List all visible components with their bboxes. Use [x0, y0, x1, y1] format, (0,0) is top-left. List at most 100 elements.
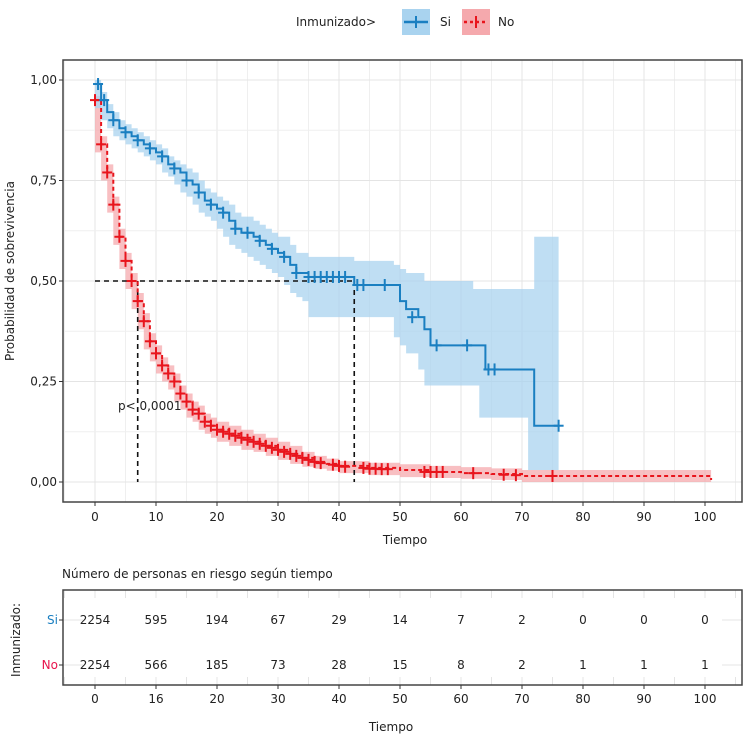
risk-table-x-label: Tiempo [368, 720, 413, 734]
y-tick-label: 1,00 [30, 73, 57, 87]
censor-mark-no [291, 449, 302, 462]
censor-mark-si [218, 206, 229, 219]
x-tick-label: 80 [575, 510, 590, 524]
censor-mark-no [181, 395, 192, 408]
censor-mark-no [187, 403, 198, 416]
risk-cell-si: 67 [270, 613, 285, 627]
censor-mark-no [248, 435, 259, 448]
censor-mark-no [102, 166, 113, 179]
risk-cell-no: 8 [457, 658, 465, 672]
censor-mark-si [379, 279, 390, 292]
risk-table-border [62, 589, 743, 686]
risk-cell-si: 14 [392, 613, 407, 627]
x-tick-label: 60 [453, 510, 468, 524]
risk-cell-no: 566 [145, 658, 168, 672]
censor-mark-no [212, 423, 222, 436]
x-tick-label: 100 [694, 510, 717, 524]
legend: Inmunizado> Si No [296, 9, 514, 35]
censor-mark-no [547, 469, 558, 482]
main-plot: 0 10 20 30 40 50 60 70 80 90 100 0,00 0,25 0,50 0,75 1… [3, 59, 743, 547]
censor-mark-no [285, 447, 296, 460]
y-tick-label: 0,25 [30, 375, 57, 389]
risk-table-grid [63, 590, 742, 685]
censor-mark-si [120, 126, 131, 139]
risk-x-tick-label: 50 [392, 692, 407, 706]
censor-mark-si [132, 134, 143, 147]
censor-mark-no [138, 315, 149, 328]
risk-cell-si: 7 [457, 613, 465, 627]
y-axis-ticks: 0,00 0,25 0,50 0,75 1,00 [30, 73, 63, 489]
censor-mark-no [260, 439, 271, 452]
x-tick-label: 70 [514, 510, 529, 524]
censor-mark-no [108, 198, 119, 211]
censor-marks [90, 78, 564, 482]
risk-cell-no: 73 [270, 658, 285, 672]
censor-mark-si [431, 339, 442, 352]
risk-cell-no: 2 [518, 658, 526, 672]
censor-mark-no [236, 431, 247, 444]
x-axis-ticks: 0 10 20 30 40 50 60 70 80 90 100 [91, 502, 716, 524]
censor-mark-no [169, 375, 180, 388]
x-tick-label: 20 [209, 510, 224, 524]
censor-mark-no [303, 453, 314, 466]
censor-mark-no [279, 445, 290, 458]
censor-mark-no [151, 347, 161, 360]
legend-title: Inmunizado> [296, 15, 376, 29]
risk-cell-si: 0 [579, 613, 587, 627]
risk-x-tick-label: 90 [636, 692, 651, 706]
censor-mark-no [205, 419, 216, 432]
p-value-annotation: p< 0,0001 [118, 399, 181, 413]
censor-mark-no [437, 465, 448, 478]
y-axis-label: Probabilidad de sobrevivencia [3, 181, 17, 361]
risk-table-cells: 2254 595 194 67 29 14 7 2 0 0 0 2254 566 185 73 28 15 8 2 1… [80, 613, 709, 672]
censor-mark-si [230, 222, 241, 235]
x-tick-label: 10 [148, 510, 163, 524]
risk-table-title: Número de personas en riesgo según tiemp… [62, 567, 333, 581]
censor-mark-no [163, 367, 174, 380]
survival-curve-si [95, 83, 559, 427]
censor-mark-si [108, 114, 119, 127]
risk-table-x-ticks: 0 16 20 30 40 50 60 70 80 90 100 [91, 685, 716, 706]
median-lines [95, 280, 356, 482]
censor-mark-si [205, 198, 216, 211]
risk-x-tick-label: 70 [514, 692, 529, 706]
censor-mark-no [126, 275, 137, 287]
censor-mark-no [218, 425, 229, 438]
risk-cell-si: 194 [206, 613, 229, 627]
x-tick-label: 90 [636, 510, 651, 524]
censor-mark-no [132, 295, 143, 308]
risk-x-tick-label: 40 [331, 692, 346, 706]
censor-mark-no [254, 437, 265, 450]
risk-row-label-no: No [42, 658, 58, 672]
risk-table: Número de personas en riesgo según tiemp… [9, 567, 743, 734]
x-tick-label: 40 [331, 510, 346, 524]
censor-mark-no [114, 230, 125, 243]
risk-x-tick-label: 30 [270, 692, 285, 706]
x-axis-label: Tiempo [382, 533, 427, 547]
y-tick-label: 0,75 [30, 174, 57, 188]
censor-mark-si [242, 226, 253, 239]
risk-x-tick-label: 80 [575, 692, 590, 706]
censor-mark-si [553, 419, 564, 432]
censor-mark-si [266, 242, 277, 255]
x-tick-label: 50 [392, 510, 407, 524]
censor-mark-no [382, 463, 393, 476]
censor-mark-no [309, 455, 320, 468]
censor-mark-si [169, 162, 180, 175]
censor-mark-si [358, 279, 369, 292]
censor-mark-si [279, 250, 290, 263]
legend-label-si: Si [440, 15, 451, 29]
censor-mark-no [297, 451, 308, 464]
censor-mark-si [407, 311, 418, 324]
risk-cell-no: 1 [701, 658, 709, 672]
censor-mark-no [468, 467, 479, 480]
censor-mark-no [120, 254, 131, 267]
risk-cell-no: 1 [640, 658, 648, 672]
risk-cell-si: 2254 [80, 613, 111, 627]
censor-mark-no [199, 415, 210, 428]
risk-table-y-label: Inmunizado: [9, 603, 23, 677]
risk-cell-si: 595 [145, 613, 168, 627]
censor-mark-si [489, 363, 500, 376]
censor-mark-no [498, 468, 509, 481]
